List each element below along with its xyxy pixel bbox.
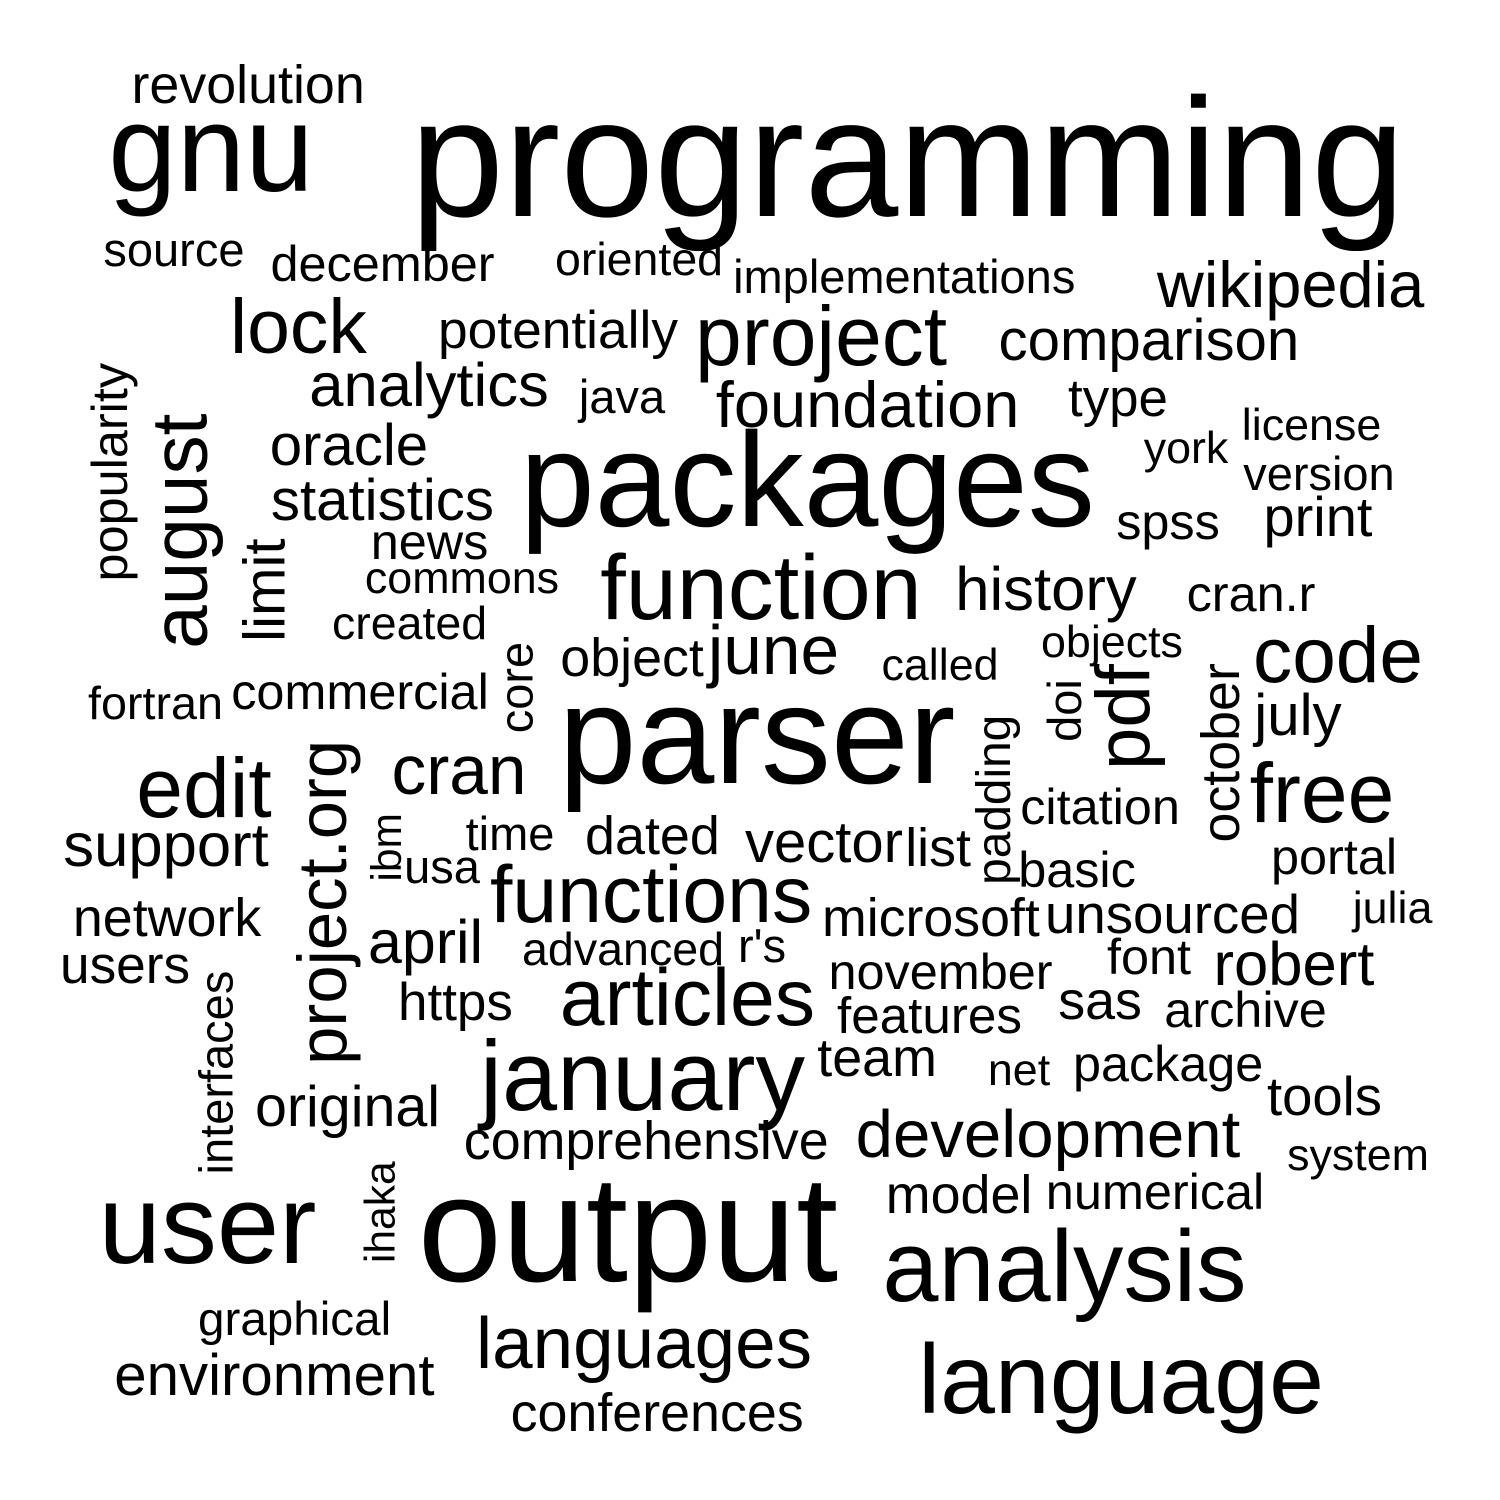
word-original: original bbox=[255, 1074, 441, 1139]
word-type: type bbox=[1068, 368, 1168, 428]
word-net: net bbox=[987, 1044, 1051, 1095]
word-november: november bbox=[828, 943, 1053, 1001]
word-comprehensive: comprehensive bbox=[463, 1111, 829, 1172]
word-users: users bbox=[60, 936, 191, 996]
word-analytics: analytics bbox=[309, 350, 549, 420]
word-version: version bbox=[1243, 446, 1395, 500]
word-april: april bbox=[368, 908, 484, 977]
word-environment: environment bbox=[114, 1342, 435, 1408]
word-cran-r: cran.r bbox=[1186, 565, 1316, 623]
word-edit: edit bbox=[136, 740, 272, 835]
word-support: support bbox=[63, 810, 269, 880]
word-numerical: numerical bbox=[1045, 1163, 1265, 1221]
word-network: network bbox=[72, 888, 262, 949]
word-advanced: advanced bbox=[522, 922, 725, 975]
word-implementations: implementations bbox=[733, 249, 1076, 303]
word-unsourced: unsourced bbox=[1045, 883, 1300, 945]
word-january: january bbox=[480, 1020, 806, 1132]
word-potentially: potentially bbox=[438, 301, 678, 361]
word-citation: citation bbox=[1020, 778, 1180, 836]
word-object: object bbox=[560, 628, 704, 689]
word-pdf: pdf bbox=[1080, 664, 1166, 771]
word-spss: spss bbox=[1116, 493, 1220, 551]
word-output: output bbox=[417, 1144, 839, 1314]
word-features: features bbox=[837, 987, 1022, 1045]
word-created: created bbox=[332, 596, 488, 649]
word-popularity: popularity bbox=[81, 362, 139, 582]
word-padding: padding bbox=[967, 714, 1021, 885]
word-called: called bbox=[881, 639, 999, 690]
word-packages: packages bbox=[520, 404, 1095, 555]
word-objects: objects bbox=[1041, 616, 1183, 667]
word-dated: dated bbox=[585, 806, 720, 866]
word-comparison: comparison bbox=[998, 307, 1300, 373]
word-parser: parser bbox=[558, 655, 956, 813]
word-usa: usa bbox=[404, 839, 480, 893]
word-system: system bbox=[1287, 1129, 1429, 1180]
word-news: news bbox=[370, 513, 489, 571]
word-free: free bbox=[1249, 745, 1395, 840]
word-tools: tools bbox=[1267, 1065, 1382, 1127]
word-july: july bbox=[1254, 682, 1342, 748]
word-rs: r's bbox=[738, 919, 787, 972]
word-languages: languages bbox=[476, 1303, 812, 1385]
word-gnu: gnu bbox=[108, 80, 314, 219]
word-core: core bbox=[489, 641, 543, 734]
word-august: august bbox=[135, 413, 224, 649]
word-project-org: project.org bbox=[283, 739, 361, 1065]
word-functions: functions bbox=[490, 850, 813, 941]
word-conferences: conferences bbox=[510, 1383, 804, 1444]
word-list: list bbox=[905, 818, 971, 879]
word-york: york bbox=[1143, 422, 1229, 473]
word-history: history bbox=[955, 554, 1137, 624]
word-license: license bbox=[1241, 399, 1382, 450]
word-ibm: ibm bbox=[362, 813, 411, 882]
word-model: model bbox=[885, 1165, 1033, 1226]
word-interfaces: interfaces bbox=[189, 970, 243, 1175]
word-october: october bbox=[1191, 663, 1252, 843]
word-development: development bbox=[855, 1097, 1241, 1173]
word-source: source bbox=[103, 222, 245, 276]
word-basic: basic bbox=[1018, 841, 1136, 899]
word-julia: julia bbox=[1352, 882, 1433, 933]
word-code: code bbox=[1253, 610, 1423, 699]
word-commercial: commercial bbox=[231, 663, 489, 721]
word-archive: archive bbox=[1164, 981, 1327, 1039]
word-function: function bbox=[600, 537, 922, 640]
word-wikipedia: wikipedia bbox=[1156, 247, 1425, 321]
word-user: user bbox=[98, 1162, 317, 1287]
word-time: time bbox=[465, 806, 555, 860]
word-vector: vector bbox=[745, 809, 903, 875]
word-oracle: oracle bbox=[269, 412, 429, 478]
word-revolution: revolution bbox=[131, 55, 365, 116]
word-oriented: oriented bbox=[555, 232, 724, 285]
word-https: https bbox=[398, 972, 513, 1032]
word-december: december bbox=[270, 235, 495, 293]
word-robert: robert bbox=[1213, 929, 1375, 999]
word-ihaka: ihaka bbox=[356, 1161, 405, 1264]
word-programming: programming bbox=[410, 62, 1406, 252]
word-print: print bbox=[1263, 485, 1373, 548]
word-fortran: fortran bbox=[88, 676, 223, 729]
word-june: june bbox=[707, 611, 840, 690]
word-commons: commons bbox=[364, 552, 560, 603]
word-limit: limit bbox=[232, 538, 298, 642]
word-font: font bbox=[1107, 928, 1192, 986]
word-lock: lock bbox=[230, 283, 367, 370]
word-language: language bbox=[918, 1323, 1324, 1434]
word-analysis: analysis bbox=[882, 1210, 1247, 1323]
word-package: package bbox=[1073, 1035, 1264, 1093]
word-portal: portal bbox=[1271, 828, 1398, 886]
word-team: team bbox=[817, 1028, 937, 1089]
word-articles: articles bbox=[559, 952, 816, 1043]
word-java: java bbox=[578, 369, 666, 423]
word-graphical: graphical bbox=[198, 1292, 392, 1346]
word-cran: cran bbox=[391, 731, 527, 810]
word-sas: sas bbox=[1058, 971, 1142, 1032]
word-microsoft: microsoft bbox=[822, 888, 1040, 949]
word-foundation: foundation bbox=[715, 367, 1020, 441]
word-project: project bbox=[695, 288, 948, 383]
word-statistics: statistics bbox=[270, 467, 494, 533]
